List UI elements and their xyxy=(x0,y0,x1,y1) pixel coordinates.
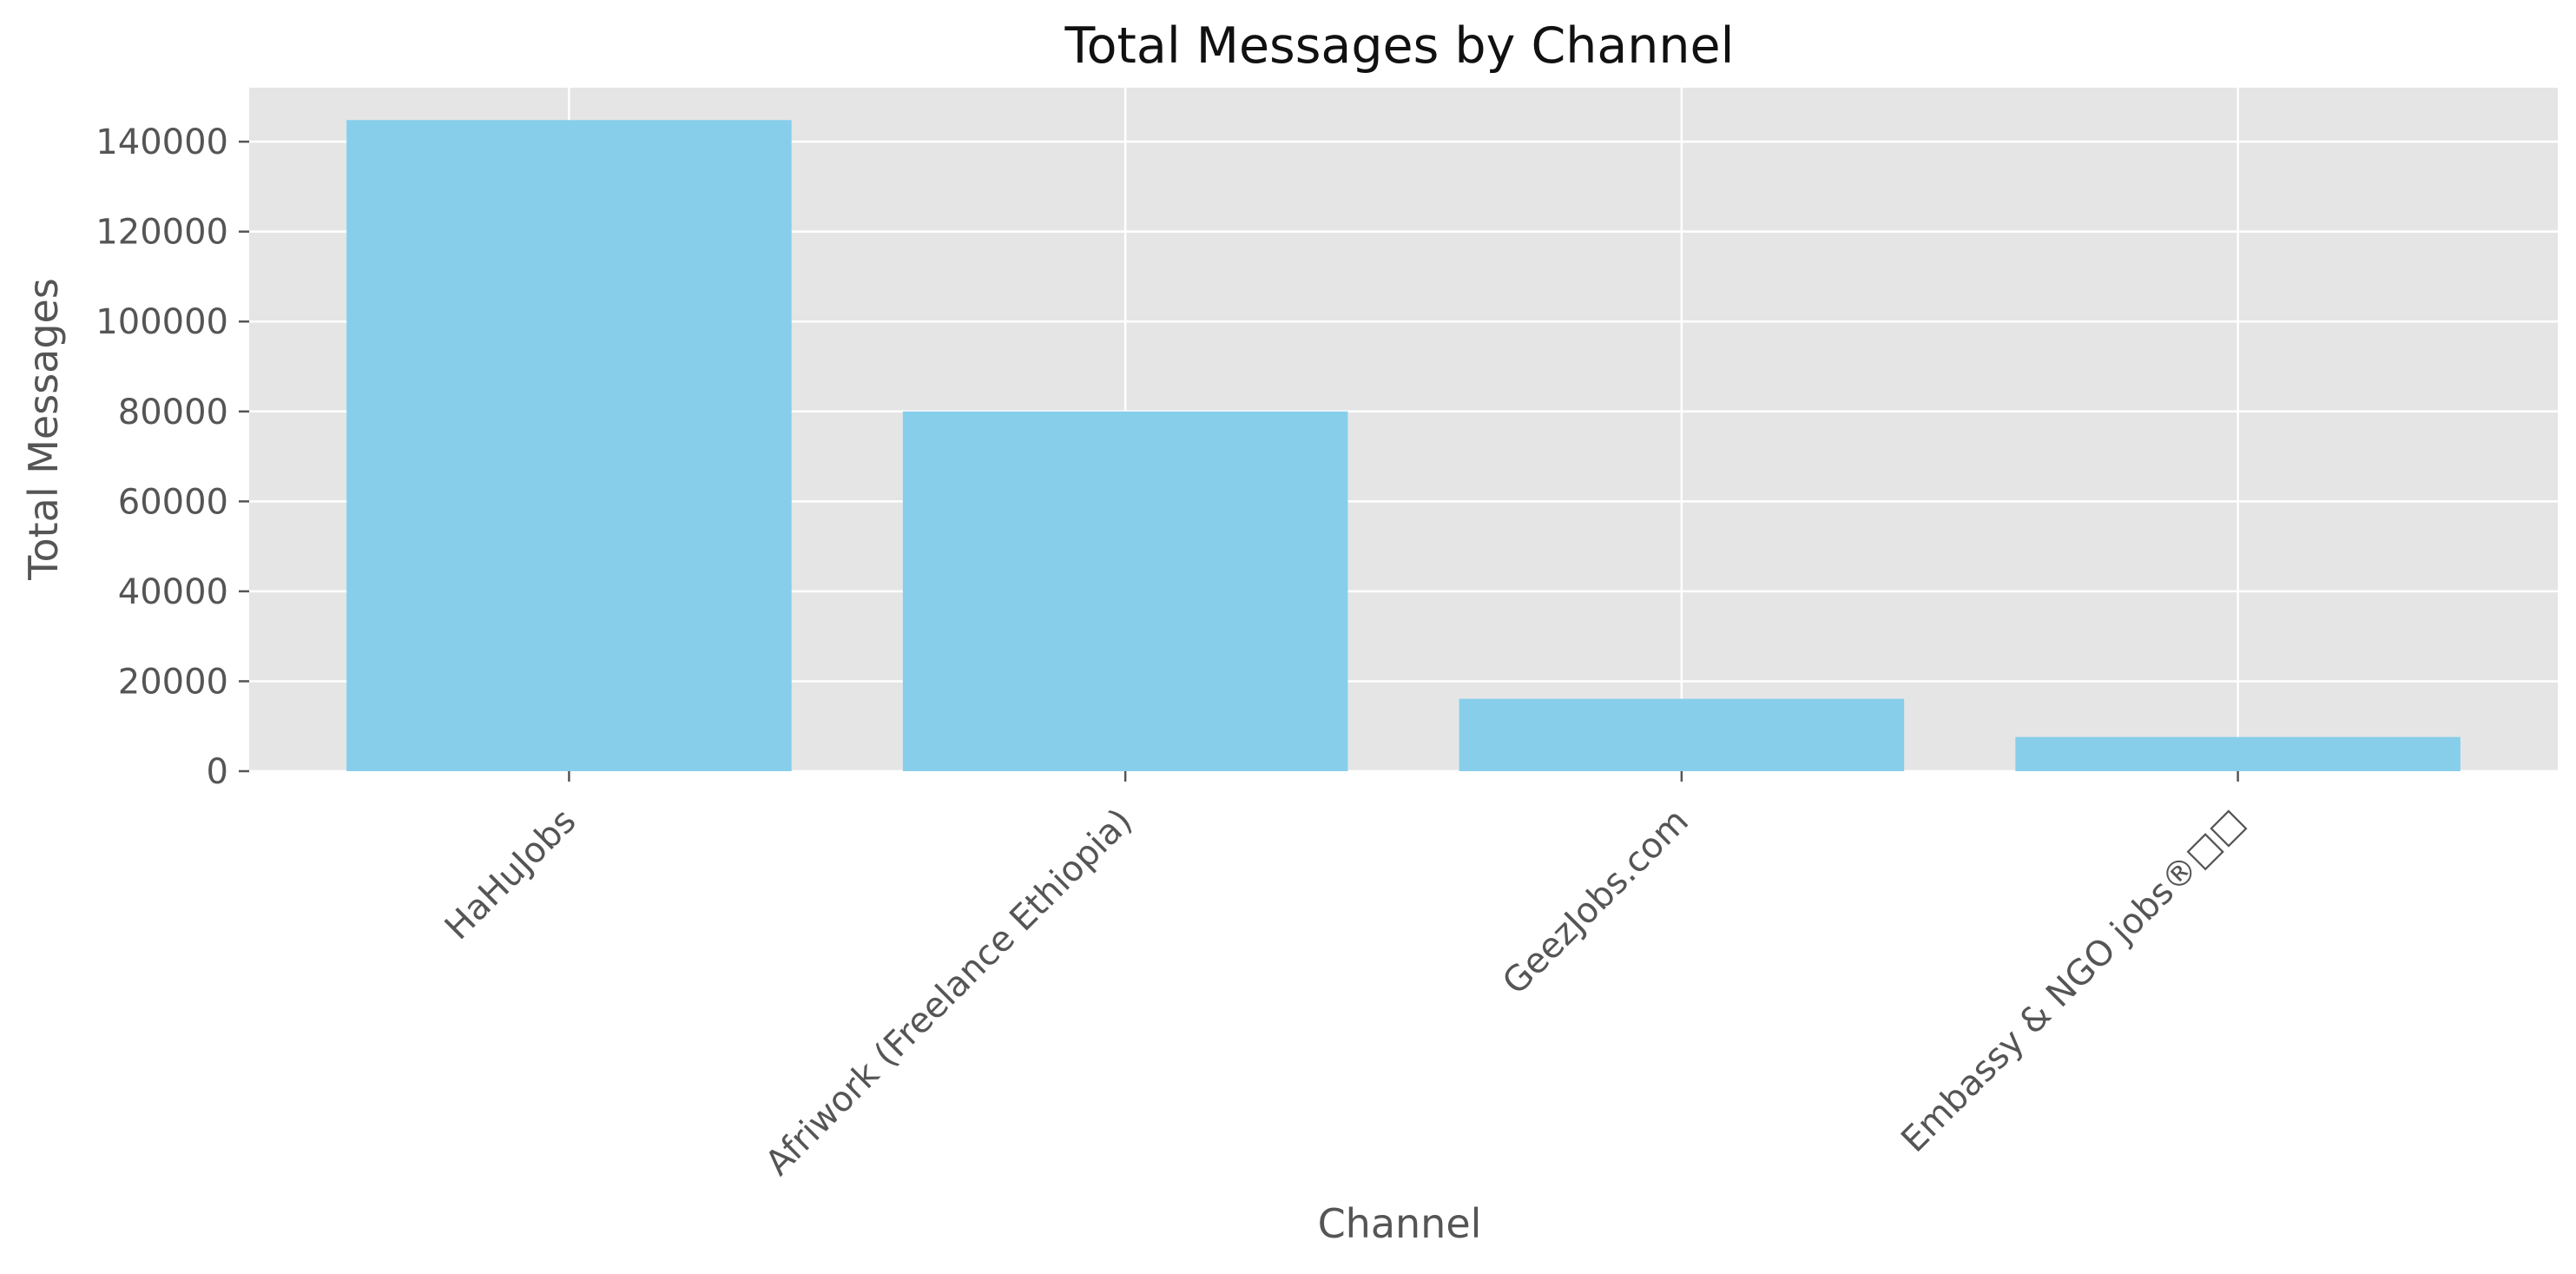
x-axis-ticks: HaHuJobs Afriwork (Freelance Ethiopia) Gee… xyxy=(438,771,2253,1184)
x-tick-label: GeezJobs.com xyxy=(1495,802,1696,1003)
x-tick-label: Afriwork (Freelance Ethiopia) xyxy=(758,802,1140,1184)
bar xyxy=(902,411,1348,771)
y-tick-label: 40000 xyxy=(118,572,228,612)
bar xyxy=(346,120,792,772)
y-tick-label: 80000 xyxy=(118,393,228,432)
y-tick-label: 100000 xyxy=(96,302,228,342)
y-tick-label: 20000 xyxy=(118,662,228,702)
x-axis-label: Channel xyxy=(1318,1200,1482,1247)
bar xyxy=(2015,736,2461,771)
bars xyxy=(346,120,2461,772)
y-tick-label: 60000 xyxy=(118,482,228,522)
x-tick-label: HaHuJobs xyxy=(438,802,584,948)
y-tick-label: 120000 xyxy=(96,213,228,253)
x-tick-label: Embassy & NGO jobs®□□ xyxy=(1894,802,2252,1160)
y-tick-label: 0 xyxy=(207,752,228,792)
bar xyxy=(1459,698,1905,771)
y-axis-ticks: 0 20000 40000 60000 80000 100000 120000 140000 xyxy=(96,122,249,792)
chart-title: Total Messages by Channel xyxy=(1064,17,1735,75)
y-axis-label: Total Messages xyxy=(20,278,67,581)
y-tick-label: 140000 xyxy=(96,122,228,162)
